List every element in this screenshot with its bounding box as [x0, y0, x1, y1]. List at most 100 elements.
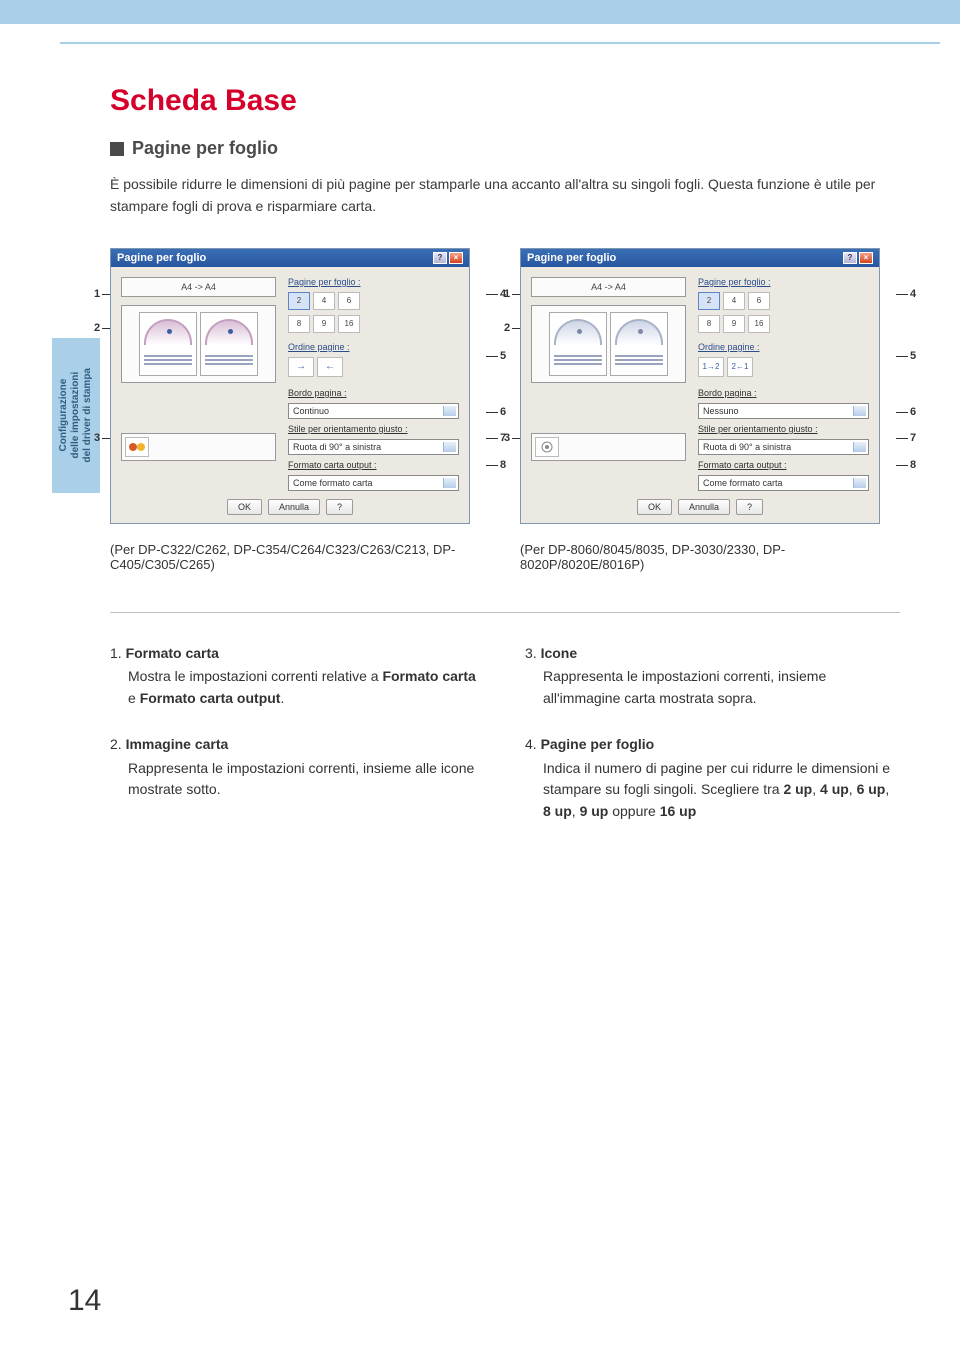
window-controls: ? × — [433, 252, 463, 264]
border-dropdown[interactable]: Nessuno — [698, 403, 869, 419]
nup-options: 2 4 6 — [698, 292, 869, 310]
nup-option[interactable]: 6 — [748, 292, 770, 310]
def-body: Rappresenta le impostazioni correnti, in… — [525, 666, 900, 709]
group-pages-per-sheet: Pagine per foglio : — [698, 277, 869, 287]
dialog-right-wrap: 1 2 3 4 5 6 7 8 Pagine per foglio ? × — [520, 248, 900, 524]
border-dropdown[interactable]: Continuo — [288, 403, 459, 419]
nup-option[interactable]: 16 — [748, 315, 770, 333]
callout-line — [896, 438, 908, 439]
nup-options: 2 4 6 — [288, 292, 459, 310]
callout-line — [896, 465, 908, 466]
def-num: 2. — [110, 736, 122, 752]
def-term: Formato carta — [126, 645, 219, 661]
nup-option[interactable]: 8 — [288, 315, 310, 333]
section-heading-text: Pagine per foglio — [132, 138, 278, 159]
definition-item: 4. Pagine per foglio Indica il numero di… — [525, 734, 900, 823]
group-style: Stile per orientamento giusto : — [698, 424, 869, 434]
help-button[interactable]: ? — [736, 499, 763, 515]
close-button[interactable]: × — [859, 252, 873, 264]
style-dropdown[interactable]: Ruota di 90° a sinistra — [288, 439, 459, 455]
nup-icon — [535, 437, 559, 457]
callout-5: 5 — [498, 350, 508, 362]
order-option[interactable]: 2←1 — [727, 357, 753, 377]
page-number: 14 — [68, 1284, 101, 1318]
group-border: Bordo pagina : — [698, 388, 869, 398]
dialog-right: Pagine per foglio ? × A4 -> A4 — [520, 248, 880, 524]
callout-1: 1 — [92, 288, 102, 300]
callout-line — [896, 356, 908, 357]
dialog-left: Pagine per foglio ? × A4 -> A4 — [110, 248, 470, 524]
callout-line — [486, 412, 498, 413]
callout-line — [486, 438, 498, 439]
close-button[interactable]: × — [449, 252, 463, 264]
order-option[interactable]: → — [288, 357, 314, 377]
help-button[interactable]: ? — [843, 252, 857, 264]
dialogs-row: 1 2 3 4 5 6 7 8 Pagine per foglio ? — [110, 248, 900, 524]
callout-5: 5 — [908, 350, 918, 362]
def-term: Icone — [541, 645, 578, 661]
nup-option[interactable]: 9 — [313, 315, 335, 333]
top-color-bar — [0, 0, 960, 24]
nup-options: 8 9 16 — [698, 315, 869, 333]
callout-line — [486, 294, 498, 295]
nup-options: 8 9 16 — [288, 315, 459, 333]
ok-button[interactable]: OK — [637, 499, 672, 515]
dialog-left-wrap: 1 2 3 4 5 6 7 8 Pagine per foglio ? — [110, 248, 490, 524]
nup-option[interactable]: 9 — [723, 315, 745, 333]
nup-option[interactable]: 4 — [313, 292, 335, 310]
cancel-button[interactable]: Annulla — [268, 499, 320, 515]
dialog-titlebar: Pagine per foglio ? × — [111, 249, 469, 267]
def-num: 4. — [525, 736, 537, 752]
section-divider — [110, 612, 900, 613]
callout-2: 2 — [92, 322, 102, 334]
definitions-col-right: 3. Icone Rappresenta le impostazioni cor… — [525, 643, 900, 847]
icons-panel — [531, 433, 686, 461]
page-content: Scheda Base Pagine per foglio È possibil… — [0, 44, 960, 847]
definition-item: 2. Immagine carta Rappresenta le imposta… — [110, 734, 485, 801]
group-output-format: Formato carta output : — [698, 460, 869, 470]
nup-option[interactable]: 4 — [723, 292, 745, 310]
definition-item: 1. Formato carta Mostra le impostazioni … — [110, 643, 485, 710]
nup-option[interactable]: 2 — [698, 292, 720, 310]
help-button[interactable]: ? — [326, 499, 353, 515]
caption-right: (Per DP-8060/8045/8035, DP-3030/2330, DP… — [520, 542, 900, 572]
callout-3: 3 — [92, 432, 102, 444]
section-heading: Pagine per foglio — [110, 138, 900, 159]
dialog-titlebar: Pagine per foglio ? × — [521, 249, 879, 267]
group-page-order: Ordine pagine : — [698, 342, 869, 352]
callout-8: 8 — [498, 459, 508, 471]
callout-line — [896, 412, 908, 413]
window-controls: ? × — [843, 252, 873, 264]
nup-option[interactable]: 8 — [698, 315, 720, 333]
def-term: Pagine per foglio — [541, 736, 655, 752]
icons-panel — [121, 433, 276, 461]
style-dropdown[interactable]: Ruota di 90° a sinistra — [698, 439, 869, 455]
def-num: 1. — [110, 645, 122, 661]
nup-option[interactable]: 2 — [288, 292, 310, 310]
output-format-dropdown[interactable]: Come formato carta — [288, 475, 459, 491]
callout-4: 4 — [908, 288, 918, 300]
callout-6: 6 — [908, 406, 918, 418]
order-option[interactable]: 1→2 — [698, 357, 724, 377]
callout-8: 8 — [908, 459, 918, 471]
nup-option[interactable]: 16 — [338, 315, 360, 333]
callout-1: 1 — [502, 288, 512, 300]
output-format-dropdown[interactable]: Come formato carta — [698, 475, 869, 491]
order-option[interactable]: ← — [317, 357, 343, 377]
callout-2: 2 — [502, 322, 512, 334]
group-page-order: Ordine pagine : — [288, 342, 459, 352]
group-output-format: Formato carta output : — [288, 460, 459, 470]
ok-button[interactable]: OK — [227, 499, 262, 515]
paper-preview — [531, 305, 686, 383]
nup-option[interactable]: 6 — [338, 292, 360, 310]
callout-line — [486, 465, 498, 466]
format-display: A4 -> A4 — [531, 277, 686, 297]
def-body: Rappresenta le impostazioni correnti, in… — [110, 758, 485, 801]
callout-7: 7 — [908, 432, 918, 444]
group-pages-per-sheet: Pagine per foglio : — [288, 277, 459, 287]
nup-icon — [125, 437, 149, 457]
cancel-button[interactable]: Annulla — [678, 499, 730, 515]
dialog-title: Pagine per foglio — [117, 252, 206, 264]
square-bullet-icon — [110, 142, 124, 156]
help-button[interactable]: ? — [433, 252, 447, 264]
